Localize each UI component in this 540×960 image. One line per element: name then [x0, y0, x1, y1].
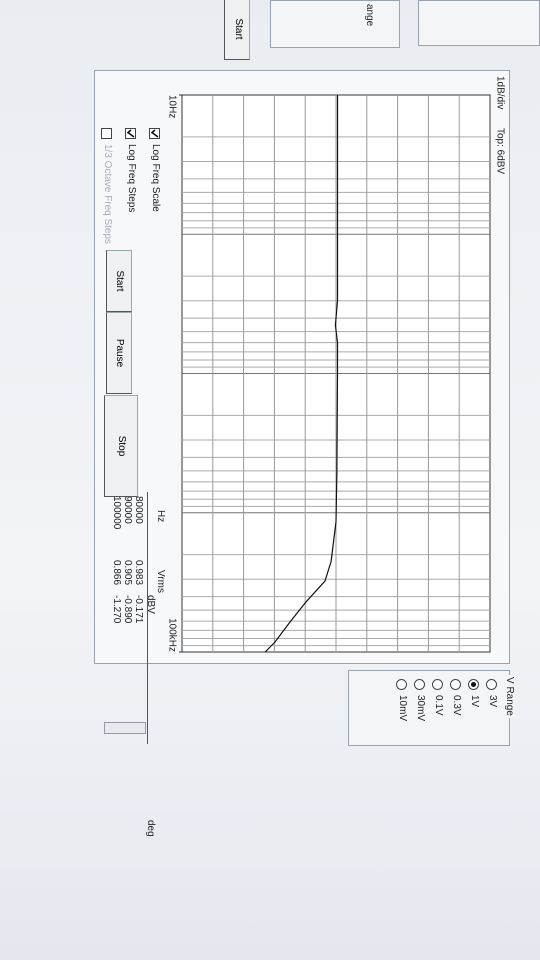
table-cell: 0.983 — [133, 560, 144, 586]
radio[interactable] — [432, 679, 443, 690]
button[interactable]: Pause — [106, 312, 132, 394]
x-tick-label: 10Hz — [166, 95, 177, 118]
checkbox[interactable] — [101, 128, 112, 139]
button[interactable]: Stop — [104, 395, 138, 497]
table-cell: -0.171 — [133, 595, 144, 624]
button[interactable]: Start — [106, 250, 132, 312]
table-header: deg — [145, 820, 156, 837]
v-range-group: V Range 3V 1V 0.3V 0.1V 30mV 10mV — [348, 670, 515, 746]
table-cell: 80000 — [133, 496, 144, 524]
group-title: V Range — [504, 675, 515, 718]
radio-label: 0.1V — [433, 695, 444, 716]
readout-table: Hz Vrms dBV deg 80000 0.983 -0.171 90000 0.905 -0… — [100, 492, 170, 837]
response-curve — [264, 95, 339, 653]
radio-label: 3V — [487, 695, 498, 708]
table-header: Vrms — [155, 570, 166, 593]
radio[interactable] — [450, 679, 461, 690]
radio[interactable] — [468, 679, 479, 690]
table-border — [147, 492, 148, 744]
table-cell: -0.890 — [122, 595, 133, 624]
table-cell: 0.905 — [122, 560, 133, 586]
scrollbar[interactable] — [104, 722, 146, 734]
check-mark — [126, 129, 135, 138]
chart-title: 1dB/div — [494, 76, 505, 109]
table-cell: 90000 — [122, 496, 133, 524]
chart-subtitle: Top: 6dBV — [494, 128, 505, 174]
table-header: Hz — [155, 510, 166, 523]
radio[interactable] — [396, 679, 407, 690]
table-cell: 0.866 — [111, 560, 122, 586]
radio-label: 1V — [469, 695, 480, 708]
radio-label: 10mV — [397, 695, 408, 722]
checkbox-label: Log Freq Scale — [150, 144, 161, 212]
table-cell: -1.270 — [111, 595, 122, 624]
radio[interactable] — [486, 679, 497, 690]
checkbox[interactable] — [125, 128, 136, 139]
check-mark — [150, 129, 159, 138]
radio-dot — [471, 682, 476, 687]
checkbox[interactable] — [149, 128, 160, 139]
checkbox-label: Log Freq Steps — [126, 144, 137, 213]
x-tick-label: 100kHz — [166, 618, 177, 652]
table-cell: 100000 — [111, 496, 122, 530]
radio-label: 0.3V — [451, 695, 462, 716]
checkbox-label: 1/3 Octave Freq Steps — [102, 144, 113, 245]
radio-label: 30mV — [415, 695, 426, 722]
radio[interactable] — [414, 679, 425, 690]
